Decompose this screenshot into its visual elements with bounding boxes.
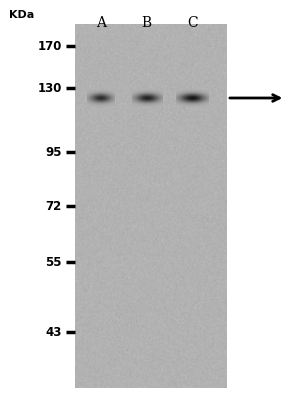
FancyBboxPatch shape (74, 24, 226, 388)
Text: C: C (187, 16, 197, 30)
Text: 170: 170 (37, 40, 62, 52)
Text: 72: 72 (45, 200, 62, 212)
Text: B: B (142, 16, 152, 30)
Text: 55: 55 (45, 256, 62, 268)
Text: A: A (96, 16, 106, 30)
Text: 95: 95 (45, 146, 62, 158)
Text: 43: 43 (45, 326, 62, 338)
Text: KDa: KDa (9, 10, 35, 20)
Text: 130: 130 (37, 82, 62, 94)
